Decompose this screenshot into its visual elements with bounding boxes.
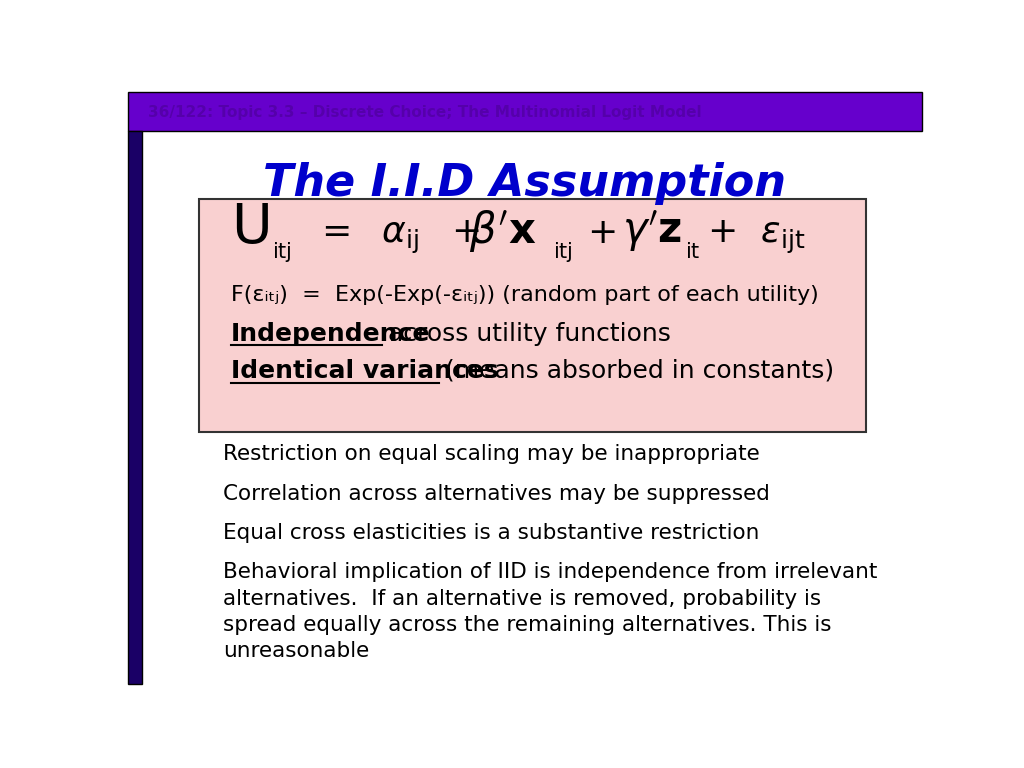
Text: F(εᵢₜⱼ)  =  Exp(-Exp(-εᵢₜⱼ)) (random part of each utility): F(εᵢₜⱼ) = Exp(-Exp(-εᵢₜⱼ)) (random part … (231, 285, 819, 305)
Text: 36/122: Topic 3.3 – Discrete Choice; The Multinomial Logit Model: 36/122: Topic 3.3 – Discrete Choice; The… (147, 105, 701, 121)
Text: $+\ \ \varepsilon_{\mathrm{ijt}}$: $+\ \ \varepsilon_{\mathrm{ijt}}$ (708, 219, 806, 256)
Text: $\mathrm{U}$: $\mathrm{U}$ (231, 201, 269, 255)
Text: $\mathrm{itj}$: $\mathrm{itj}$ (553, 240, 572, 263)
Text: $\mathrm{itj}$: $\mathrm{itj}$ (272, 240, 292, 263)
Text: Identical variances: Identical variances (231, 359, 499, 382)
Text: $\boldsymbol{\beta'}\mathbf{x}$: $\boldsymbol{\beta'}\mathbf{x}$ (469, 208, 537, 254)
Text: Equal cross elasticities is a substantive restriction: Equal cross elasticities is a substantiv… (223, 523, 760, 543)
Text: Independence: Independence (231, 322, 430, 346)
FancyBboxPatch shape (128, 131, 142, 684)
Text: across utility functions: across utility functions (388, 322, 671, 346)
Text: Behavioral implication of IID is independence from irrelevant
alternatives.  If : Behavioral implication of IID is indepen… (223, 562, 878, 661)
Text: $\mathrm{it}$: $\mathrm{it}$ (685, 242, 700, 262)
FancyBboxPatch shape (128, 92, 922, 131)
Text: Restriction on equal scaling may be inappropriate: Restriction on equal scaling may be inap… (223, 444, 760, 464)
Text: The I.I.D Assumption: The I.I.D Assumption (263, 162, 786, 205)
Text: Correlation across alternatives may be suppressed: Correlation across alternatives may be s… (223, 484, 770, 504)
Text: $=\ \ \alpha_{\mathrm{ij}}\ \ +$: $=\ \ \alpha_{\mathrm{ij}}\ \ +$ (314, 219, 480, 256)
Text: (means absorbed in constants): (means absorbed in constants) (445, 359, 835, 382)
Text: $+$: $+$ (587, 216, 615, 250)
Text: $\boldsymbol{\gamma'}\mathbf{z}$: $\boldsymbol{\gamma'}\mathbf{z}$ (623, 208, 682, 254)
FancyBboxPatch shape (200, 199, 866, 432)
